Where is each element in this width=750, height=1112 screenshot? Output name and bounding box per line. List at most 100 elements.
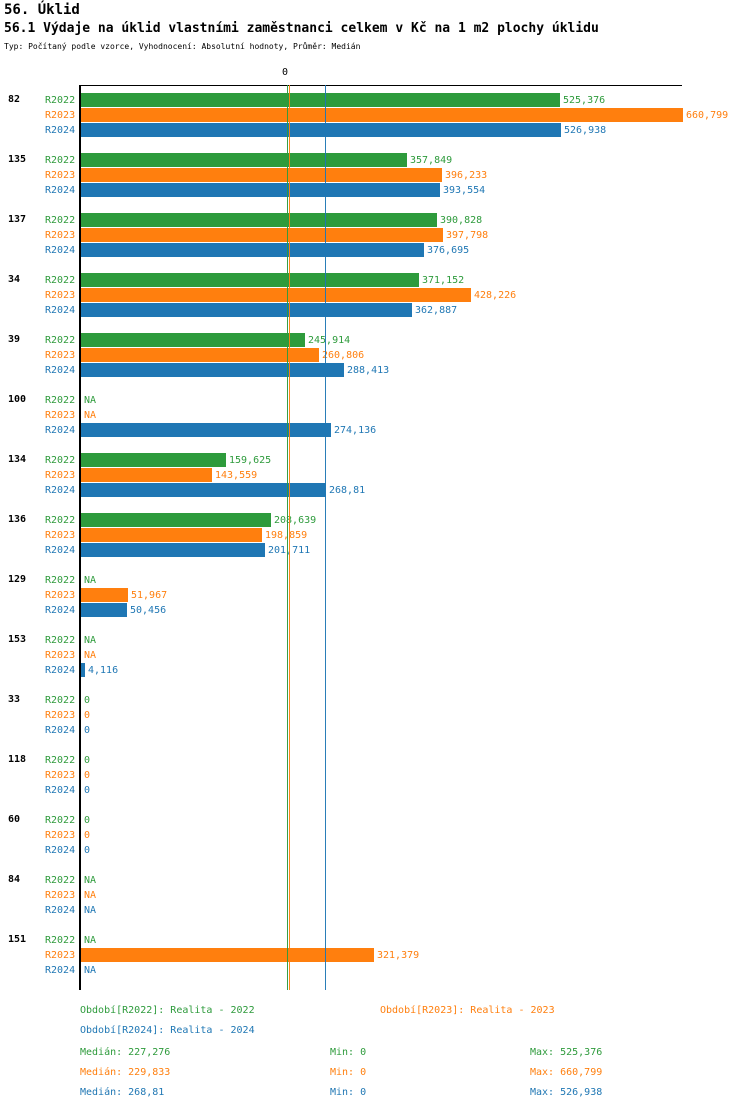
bar-value-label: 526,938 (564, 125, 607, 136)
bar-value-label: 396,233 (445, 170, 488, 181)
bar-value-label: 4,116 (88, 665, 119, 676)
period-label: R2022 (45, 875, 76, 886)
value-bar (81, 423, 331, 437)
value-bar (81, 333, 305, 347)
group-id-label: 82 (8, 94, 21, 105)
group-id-label: 135 (8, 154, 27, 165)
period-label: R2023 (45, 890, 76, 901)
period-label: R2024 (45, 965, 76, 976)
group-id-label: 151 (8, 934, 27, 945)
value-bar (81, 543, 265, 557)
value-bar (81, 273, 419, 287)
summary-median-r2022: Medián: 227,276 (80, 1047, 171, 1058)
group-id-label: 84 (8, 874, 21, 885)
bar-value-label: 198,859 (265, 530, 307, 541)
period-label: R2023 (45, 590, 76, 601)
value-bar (81, 948, 374, 962)
bar-value-label: NA (84, 635, 97, 646)
summary-min-r2024: Min: 0 (330, 1087, 367, 1098)
bar-value-label: NA (84, 395, 97, 406)
bar-value-label: 288,413 (347, 365, 390, 376)
legend-period-r2023: Období[R2023]: Realita - 2023 (380, 1005, 555, 1016)
bar-value-label: 660,799 (686, 110, 729, 121)
bar-value-label: 0 (84, 755, 91, 766)
bar-value-label: 274,136 (334, 425, 377, 436)
bar-value-label: 0 (84, 785, 91, 796)
bar-value-label: 357,849 (410, 155, 453, 166)
period-label: R2023 (45, 830, 76, 841)
period-label: R2023 (45, 710, 76, 721)
period-label: R2023 (45, 290, 76, 301)
group-id-label: 60 (8, 814, 21, 825)
period-label: R2023 (45, 410, 76, 421)
period-label: R2022 (45, 455, 76, 466)
bar-value-label: NA (84, 965, 97, 976)
value-bar (81, 93, 560, 107)
group-id-label: 34 (8, 274, 21, 285)
period-label: R2024 (45, 185, 76, 196)
bar-value-label: 0 (84, 815, 91, 826)
bar-value-label: 371,152 (422, 275, 465, 286)
bar-value-label: 393,554 (443, 185, 486, 196)
bar-value-label: 0 (84, 710, 91, 721)
chart-subtitle: 56.1 Výdaje na úklid vlastními zaměstnan… (4, 21, 599, 36)
group-id-label: 153 (8, 634, 27, 645)
bar-value-label: 0 (84, 770, 91, 781)
bar-plot: 82 R2022 525,376 R2023 660,799 R2024 526,938 13… (8, 85, 729, 990)
bar-value-label: NA (84, 575, 97, 586)
bar-value-label: 268,81 (329, 485, 366, 496)
bar-value-label: 245,914 (308, 335, 351, 346)
bar-value-label: NA (84, 875, 97, 886)
period-label: R2023 (45, 950, 76, 961)
period-label: R2023 (45, 170, 76, 181)
period-label: R2022 (45, 755, 76, 766)
x-axis-line (80, 85, 682, 86)
summary-median-r2023: Medián: 229,833 (80, 1067, 171, 1078)
group-id-label: 100 (8, 394, 27, 405)
value-bar (81, 453, 226, 467)
period-label: R2023 (45, 470, 76, 481)
summary-min-r2023: Min: 0 (330, 1067, 367, 1078)
value-bar (81, 183, 440, 197)
period-label: R2023 (45, 110, 76, 121)
value-bar (81, 243, 424, 257)
bar-value-label: 362,887 (415, 305, 458, 316)
bar-value-label: 525,376 (563, 95, 606, 106)
period-label: R2023 (45, 770, 76, 781)
value-bar (81, 663, 85, 677)
period-label: R2024 (45, 305, 76, 316)
bar-value-label: 0 (84, 830, 91, 841)
value-bar (81, 168, 442, 182)
group-id-label: 136 (8, 514, 27, 525)
bar-value-label: 0 (84, 695, 91, 706)
period-label: R2024 (45, 665, 76, 676)
chart-title: 56. Úklid (4, 2, 80, 18)
value-bar (81, 288, 471, 302)
period-label: R2024 (45, 245, 76, 256)
period-label: R2022 (45, 515, 76, 526)
value-bar (81, 603, 127, 617)
period-label: R2022 (45, 155, 76, 166)
period-label: R2022 (45, 575, 76, 586)
group-id-label: 134 (8, 454, 27, 465)
period-label: R2024 (45, 545, 76, 556)
value-bar (81, 303, 412, 317)
period-label: R2022 (45, 935, 76, 946)
period-label: R2022 (45, 395, 76, 406)
value-bar (81, 513, 271, 527)
period-label: R2023 (45, 230, 76, 241)
bar-value-label: NA (84, 890, 97, 901)
summary-max-r2022: Max: 525,376 (530, 1047, 603, 1058)
y-axis-line (79, 85, 81, 990)
summary-max-r2023: Max: 660,799 (530, 1067, 603, 1078)
period-label: R2024 (45, 125, 76, 136)
value-bar (81, 213, 437, 227)
period-label: R2023 (45, 350, 76, 361)
period-label: R2024 (45, 365, 76, 376)
value-bar (81, 363, 344, 377)
bar-value-label: 143,559 (215, 470, 258, 481)
period-label: R2023 (45, 650, 76, 661)
period-label: R2022 (45, 695, 76, 706)
summary-min-r2022: Min: 0 (330, 1047, 367, 1058)
group-id-label: 33 (8, 694, 21, 705)
